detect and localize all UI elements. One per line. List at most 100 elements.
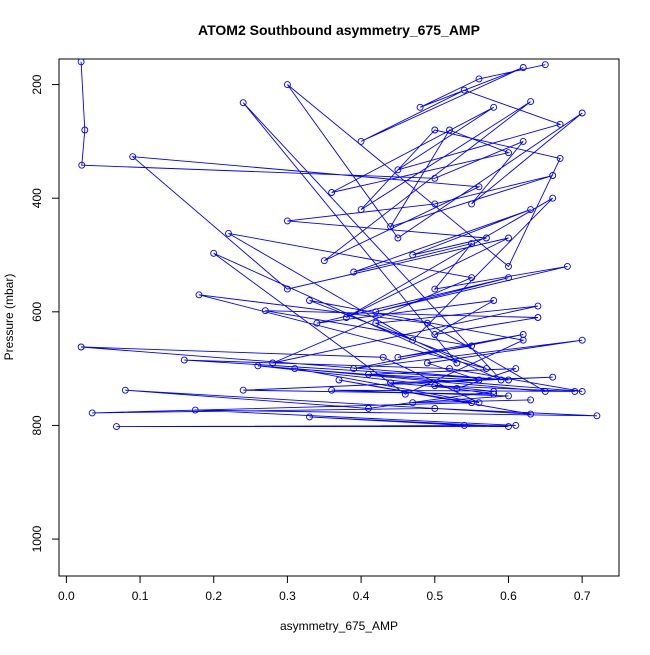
data-point [446, 126, 453, 134]
data-point [556, 154, 564, 162]
data-point [431, 382, 439, 390]
data-point [409, 251, 417, 259]
data-point [578, 336, 586, 344]
data-point [527, 396, 535, 404]
data-point [527, 206, 535, 214]
data-point [283, 217, 291, 225]
data-point [306, 297, 313, 304]
y-tick-label: 600 [30, 301, 44, 321]
data-point [534, 314, 542, 321]
data-point [578, 387, 586, 395]
x-tick-label: 0.6 [500, 589, 517, 603]
data-point [394, 234, 402, 242]
data-point [113, 423, 120, 431]
data-point [505, 234, 512, 242]
data-point [497, 376, 505, 384]
data-point [320, 257, 328, 265]
x-tick-label: 0.5 [426, 589, 443, 603]
data-point [512, 421, 520, 429]
data-point [365, 404, 372, 412]
data-point [468, 399, 476, 407]
data-point [571, 387, 579, 395]
series-2 [239, 61, 586, 407]
data-point [372, 319, 380, 327]
data-point [409, 336, 417, 344]
y-tick-label: 1000 [30, 525, 44, 552]
data-point [475, 75, 483, 83]
data-point [519, 64, 527, 71]
data-point [423, 319, 431, 327]
data-point [239, 99, 247, 107]
data-point [556, 120, 564, 128]
data-point [431, 404, 439, 412]
data-point [129, 153, 137, 161]
data-point [541, 61, 549, 69]
data-point [505, 392, 512, 400]
data-point [505, 149, 512, 157]
data-point [453, 359, 461, 367]
data-point [431, 331, 439, 338]
data-point [519, 331, 527, 338]
data-point [534, 302, 542, 310]
data-point [306, 413, 313, 421]
data-point [350, 365, 358, 373]
data-point [365, 370, 372, 378]
series-layer [77, 58, 601, 431]
data-point [482, 234, 490, 242]
data-point [261, 307, 269, 315]
data-point [490, 297, 498, 304]
data-point [468, 240, 476, 248]
data-point [490, 390, 498, 398]
data-point [475, 376, 483, 384]
data-point [328, 386, 336, 394]
data-point [387, 223, 395, 231]
data-point [335, 376, 343, 384]
x-tick-label: 0.7 [574, 589, 591, 603]
data-point [482, 365, 490, 373]
data-point [423, 359, 431, 367]
data-point [593, 412, 601, 420]
y-tick-label: 200 [30, 74, 44, 94]
data-point [549, 194, 557, 202]
data-point [239, 386, 247, 394]
data-point [431, 200, 439, 208]
data-point [372, 308, 380, 316]
y-axis-label: Pressure (mbar) [2, 274, 16, 361]
data-point [269, 359, 277, 367]
data-point [394, 166, 402, 174]
data-point [468, 342, 476, 350]
data-point [357, 137, 365, 145]
data-point [88, 409, 96, 417]
data-point [283, 285, 291, 293]
x-axis: 0.0 0.1 0.2 0.3 0.4 0.5 0.6 0.7 [58, 575, 591, 603]
data-point [394, 353, 402, 361]
data-point [409, 399, 417, 407]
data-point [527, 98, 535, 106]
data-point [453, 385, 461, 392]
data-point [549, 373, 557, 381]
x-tick-label: 0.1 [132, 589, 149, 603]
data-point [512, 365, 520, 373]
y-axis: 200 400 600 800 1000 [30, 74, 59, 552]
data-point [210, 249, 218, 257]
data-point [578, 109, 586, 117]
data-point [460, 421, 468, 429]
data-point [549, 172, 557, 179]
data-point [401, 390, 409, 398]
data-point [527, 410, 535, 418]
data-point [77, 343, 85, 351]
data-point [191, 406, 199, 414]
data-point [490, 103, 498, 111]
data-point [81, 126, 89, 134]
data-point [121, 386, 129, 394]
data-point [519, 137, 527, 145]
data-point [283, 81, 291, 89]
x-tick-label: 0.4 [353, 589, 370, 603]
data-point [254, 362, 262, 370]
data-point [328, 189, 336, 196]
x-tick-label: 0.2 [205, 589, 222, 603]
data-point [468, 274, 476, 282]
data-point [505, 423, 512, 431]
data-point [77, 58, 85, 66]
